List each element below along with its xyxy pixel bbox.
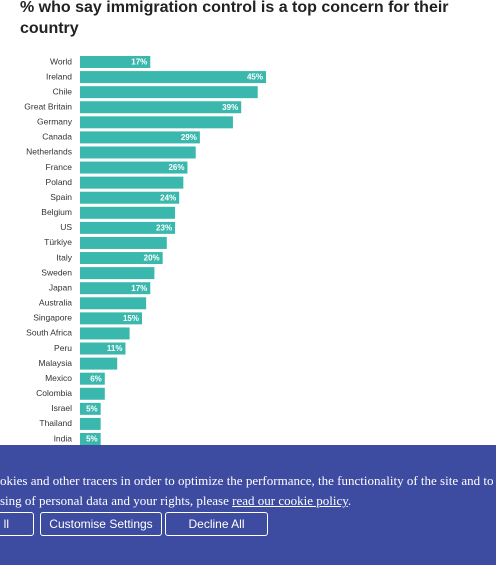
bar	[80, 267, 155, 280]
banner-text: okies and other tracers in order to opti…	[0, 473, 494, 488]
bar	[80, 71, 266, 84]
category-label: Spain	[50, 192, 72, 202]
bar	[80, 387, 105, 400]
bar	[80, 86, 258, 99]
banner-text: .	[347, 493, 352, 508]
banner-text: sing of personal data and your rights, p…	[0, 493, 351, 509]
category-label: Thailand	[39, 418, 72, 428]
category-label: India	[54, 433, 73, 443]
category-label: Singapore	[33, 313, 72, 323]
value-label: 23%	[156, 223, 172, 232]
category-label: US	[60, 222, 72, 232]
category-label: Ireland	[46, 71, 72, 81]
bar	[80, 206, 176, 219]
category-label: Netherlands	[26, 147, 72, 157]
cookie-banner: okies and other tracers in order to opti…	[0, 445, 496, 565]
category-label: Israel	[51, 403, 72, 413]
value-label: 6%	[90, 374, 102, 383]
bar	[80, 433, 101, 445]
bar	[80, 327, 130, 340]
bar	[80, 191, 180, 204]
category-label: Peru	[54, 343, 72, 353]
value-label: 39%	[222, 103, 238, 112]
value-label: 17%	[131, 284, 147, 293]
bar	[80, 402, 101, 415]
category-label: Chile	[53, 86, 73, 96]
banner-text: sing of personal data and your rights, p…	[0, 493, 233, 508]
bar	[80, 116, 233, 129]
value-label: 15%	[123, 314, 139, 323]
category-label: Great Britain	[24, 101, 72, 111]
customise-button[interactable]: Customise Settings	[40, 512, 162, 536]
chart-title: % who say immigration control is a top c…	[20, 0, 449, 37]
bar	[80, 342, 126, 355]
bar	[80, 252, 163, 265]
value-label: 11%	[107, 344, 123, 353]
category-label: Australia	[39, 298, 72, 308]
bar	[80, 297, 147, 310]
bar	[80, 101, 242, 114]
value-label: 29%	[181, 133, 197, 142]
bar	[80, 146, 196, 159]
bar	[80, 357, 118, 370]
value-label: 26%	[168, 163, 184, 172]
bar	[80, 282, 151, 295]
category-label: Malaysia	[38, 358, 72, 368]
category-label: France	[46, 162, 73, 172]
category-label: Japan	[49, 282, 72, 292]
bar	[80, 312, 142, 325]
value-label: 24%	[160, 193, 176, 202]
bar	[80, 236, 167, 249]
value-label: 5%	[86, 404, 98, 413]
bar	[80, 372, 105, 385]
category-label: South Africa	[26, 328, 72, 338]
bar	[80, 221, 176, 234]
accept-button[interactable]: ll	[0, 512, 34, 536]
value-label: 20%	[144, 254, 160, 263]
bar	[80, 131, 200, 144]
decline-button[interactable]: Decline All	[165, 512, 268, 536]
category-label: Sweden	[41, 267, 72, 277]
category-label: Türkiye	[44, 237, 72, 247]
category-label: Belgium	[41, 207, 72, 217]
category-label: Poland	[46, 177, 73, 187]
bar	[80, 161, 188, 174]
button-label: ll	[3, 517, 9, 531]
category-label: Mexico	[45, 373, 72, 383]
value-label: 17%	[131, 58, 147, 67]
bar	[80, 417, 101, 430]
cookie-policy-link[interactable]: read our cookie policy	[232, 493, 348, 508]
category-label: Italy	[56, 252, 72, 262]
category-label: Colombia	[36, 388, 72, 398]
category-label: World	[50, 56, 72, 66]
value-label: 45%	[247, 73, 263, 82]
category-label: Germany	[37, 117, 73, 127]
chart: World 17% Ireland 45% Chile Great Britain 39% G…	[24, 56, 266, 445]
value-label: 5%	[86, 435, 98, 444]
category-label: Canada	[42, 132, 72, 142]
bar	[80, 56, 151, 68]
bar	[80, 176, 184, 189]
